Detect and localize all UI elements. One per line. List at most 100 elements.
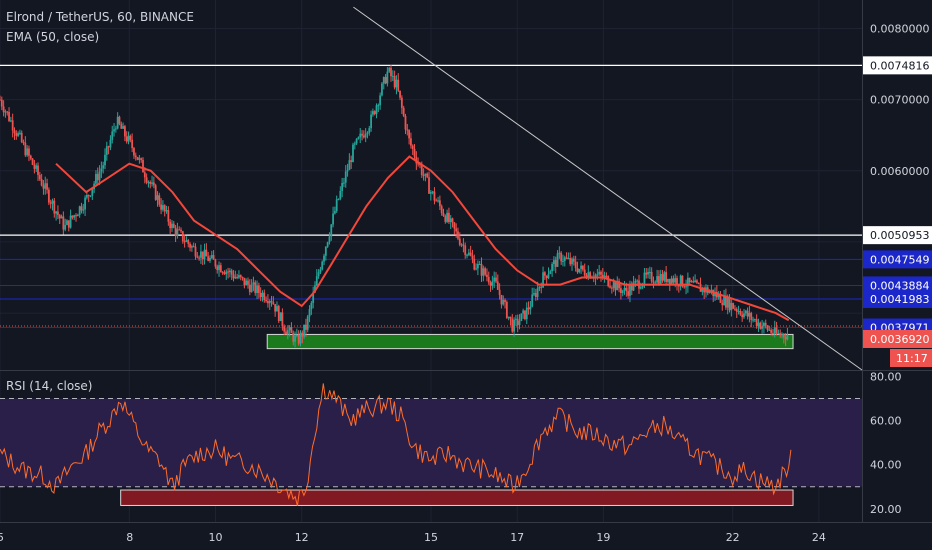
- candle-body: [630, 284, 633, 291]
- candle-body: [500, 294, 503, 305]
- candle-body: [321, 261, 324, 270]
- candle-body: [381, 83, 383, 96]
- candle-body: [62, 216, 65, 230]
- candle-body: [726, 297, 729, 308]
- candle-body: [366, 132, 369, 134]
- candle-body: [562, 260, 564, 262]
- candle-body: [344, 171, 347, 183]
- candle-body: [236, 276, 239, 278]
- candle-body: [665, 272, 668, 282]
- candle-body: [741, 314, 744, 318]
- candle-body: [448, 212, 450, 223]
- candle-body: [339, 190, 342, 199]
- candle-body: [84, 197, 86, 210]
- candle-body: [372, 111, 374, 115]
- candle-body: [744, 310, 747, 314]
- candle-body: [772, 332, 774, 334]
- candle-body: [540, 286, 543, 288]
- candle-body: [357, 137, 360, 139]
- candle-body: [174, 227, 177, 236]
- candle-body: [424, 173, 427, 176]
- candle-body: [323, 255, 325, 262]
- candle-body: [516, 318, 519, 326]
- candle-body: [9, 120, 12, 122]
- candle-body: [228, 270, 231, 273]
- candle-body: [413, 149, 416, 157]
- candle-body: [379, 95, 382, 106]
- candle-body: [563, 257, 566, 261]
- candle-body: [24, 142, 27, 156]
- candle-body: [256, 285, 258, 293]
- candle-body: [605, 275, 608, 277]
- time-axis-label: 24: [812, 531, 826, 544]
- candle-body: [451, 218, 454, 223]
- candle-body: [399, 90, 401, 98]
- candle-body: [223, 272, 226, 275]
- candle-body: [368, 128, 371, 133]
- candle-body: [784, 337, 787, 340]
- candle-body: [176, 229, 179, 236]
- candle-body: [69, 215, 72, 228]
- candle-body: [158, 195, 161, 205]
- candle-body: [643, 272, 646, 284]
- candle-body: [122, 126, 124, 129]
- last-price-label: 0.0036920: [870, 333, 930, 346]
- candle-body: [257, 285, 260, 293]
- candle-body: [104, 154, 106, 166]
- candle-body: [272, 302, 275, 305]
- candle-body: [757, 322, 760, 327]
- candle-body: [382, 77, 385, 84]
- candle-body: [527, 307, 530, 310]
- candle-body: [781, 334, 783, 336]
- candle-body: [343, 182, 345, 184]
- candle-body: [743, 313, 745, 318]
- candle-body: [0, 99, 1, 101]
- candle-body: [390, 67, 392, 77]
- candle-body: [288, 327, 291, 331]
- candle-body: [341, 183, 344, 191]
- candle-body: [696, 280, 698, 283]
- candle-body: [560, 252, 563, 262]
- candle-body: [724, 295, 727, 308]
- candle-body: [107, 146, 110, 148]
- candle-body: [91, 189, 94, 196]
- candle-body: [221, 272, 224, 274]
- candle-body: [719, 294, 722, 303]
- candle-body: [47, 189, 50, 203]
- rsi-scale-label: 40.00: [870, 459, 902, 472]
- candle-body: [525, 307, 528, 320]
- candle-body: [545, 275, 548, 279]
- candle-body: [185, 240, 188, 242]
- candle-body: [227, 271, 229, 273]
- candle-body: [189, 243, 191, 248]
- candle-body: [87, 195, 90, 197]
- candle-body: [686, 277, 689, 287]
- candle-body: [250, 284, 253, 293]
- candle-body: [214, 259, 217, 267]
- price-level-badge: [863, 56, 932, 75]
- trendline: [353, 6, 863, 371]
- candle-body: [64, 224, 67, 230]
- candle-body: [571, 258, 573, 265]
- candle-body: [71, 215, 74, 218]
- candle-body: [627, 291, 630, 296]
- candle-body: [201, 251, 204, 260]
- candle-body: [111, 131, 114, 140]
- candle-body: [89, 195, 92, 197]
- candle-body: [105, 146, 108, 155]
- candle-body: [511, 318, 514, 332]
- candle-body: [326, 242, 329, 247]
- candle-body: [196, 256, 199, 258]
- time-axis-label: 15: [424, 531, 438, 544]
- candle-body: [505, 301, 508, 318]
- candle-body: [8, 111, 10, 121]
- candle-body: [455, 228, 458, 232]
- candle-body: [337, 198, 340, 200]
- candle-body: [388, 67, 391, 72]
- candle-body: [386, 71, 389, 84]
- candle-body: [446, 212, 449, 222]
- candle-body: [610, 287, 613, 289]
- candle-body: [109, 139, 112, 148]
- candle-body: [207, 256, 210, 261]
